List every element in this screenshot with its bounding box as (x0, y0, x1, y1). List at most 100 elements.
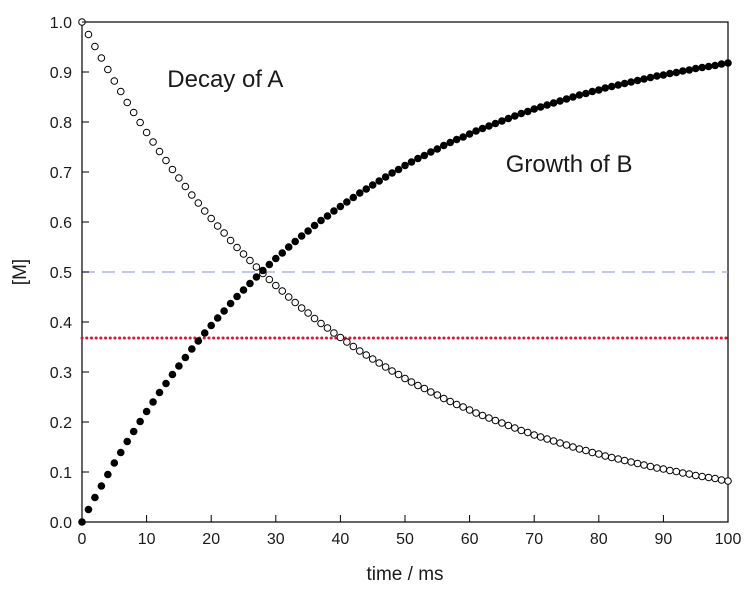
growth-b-point (427, 148, 435, 156)
growth-b-point (465, 130, 474, 138)
growth-b-point (420, 151, 429, 160)
growth-b-point (388, 169, 396, 177)
decay-a-point (498, 419, 506, 427)
decay-a-point (220, 229, 228, 237)
decay-a-point (394, 370, 403, 379)
growth-b-point (265, 260, 274, 269)
growth-b-point (246, 279, 254, 288)
decay-a-point (407, 378, 416, 386)
growth-b-point (472, 127, 480, 135)
y-tick-label: 1.0 (50, 15, 72, 32)
growth-b-point (200, 329, 209, 337)
decay-a-point (439, 394, 448, 403)
decay-a-point (614, 455, 622, 463)
decay-a-point (104, 65, 112, 74)
decay-a-point (517, 426, 526, 435)
decay-a-point (556, 439, 564, 447)
growth-b-point (414, 154, 422, 163)
annotation-growth-of-b: Growth of B (506, 151, 633, 178)
growth-b-point (259, 266, 267, 275)
growth-b-point (272, 254, 280, 263)
y-tick-label: 0.4 (50, 315, 72, 332)
decay-a-point (704, 473, 713, 482)
growth-b-point (640, 75, 648, 83)
decay-a-point (91, 42, 99, 51)
decay-a-point (433, 391, 442, 399)
growth-b-point (595, 86, 603, 94)
growth-b-point (633, 76, 642, 85)
decay-a-point (239, 250, 248, 258)
annotation-decay-of-a: Decay of A (167, 66, 283, 93)
growth-b-point (698, 63, 706, 72)
reference-lines (80, 271, 730, 340)
growth-b-point (233, 292, 241, 301)
growth-b-point (704, 62, 713, 71)
decay-a-point (691, 471, 700, 480)
x-axis-ticks: 0 10 20 30 40 50 60 70 80 90 100 (78, 515, 741, 548)
y-tick-label: 0.9 (50, 65, 72, 82)
decay-a-point (317, 319, 325, 328)
decay-a-point (233, 243, 241, 252)
decay-a-point (562, 441, 571, 449)
decay-a-point (336, 333, 345, 342)
growth-b-point (601, 84, 610, 92)
decay-a-point (511, 424, 519, 432)
growth-b-point (678, 67, 687, 75)
growth-b-point (343, 198, 351, 206)
decay-a-point (633, 459, 642, 468)
growth-b-point (142, 407, 151, 416)
decay-a-point (142, 128, 151, 137)
x-tick-label: 10 (138, 531, 156, 548)
growth-b-point (297, 232, 306, 240)
growth-b-point (162, 379, 170, 388)
growth-b-point (588, 87, 597, 96)
decay-a-point (666, 466, 674, 475)
decay-a-point (323, 324, 332, 332)
y-axis-ticks: 0.0 0.1 0.2 0.3 0.4 0.5 0.6 0.7 0.8 0.9 1.0 (50, 15, 89, 532)
y-tick-label: 0.3 (50, 365, 72, 382)
decay-a-point (97, 54, 106, 62)
growth-b-point (646, 73, 655, 82)
decay-a-point (116, 87, 125, 96)
decay-a-point (698, 472, 706, 481)
growth-b-point (511, 112, 519, 120)
decay-a-point (375, 359, 383, 367)
x-tick-label: 80 (590, 531, 608, 548)
decay-a-point (504, 421, 513, 430)
growth-b-point (116, 448, 125, 457)
decay-a-point (465, 406, 474, 414)
growth-b-point (252, 273, 261, 281)
series-growth-b (78, 59, 732, 526)
growth-b-point (336, 202, 345, 211)
decay-a-point (575, 445, 584, 453)
decay-a-point (265, 275, 274, 284)
x-tick-label: 0 (78, 531, 87, 548)
growth-b-point (562, 95, 571, 103)
growth-b-point (355, 189, 364, 197)
growth-b-point (672, 68, 681, 77)
growth-b-point (181, 353, 190, 362)
decay-a-point (349, 342, 358, 351)
decay-a-point (536, 433, 545, 441)
decay-a-point (304, 309, 312, 317)
growth-b-point (149, 398, 157, 406)
decay-a-point (549, 437, 558, 445)
decay-a-point (601, 452, 610, 460)
decay-a-point (362, 351, 371, 359)
y-tick-label: 0.5 (50, 265, 72, 282)
decay-a-point (149, 138, 157, 146)
decay-a-point (213, 222, 222, 230)
growth-b-point (711, 61, 719, 70)
decay-a-point (717, 476, 726, 484)
growth-b-point (498, 117, 506, 125)
growth-b-point (659, 71, 668, 79)
decay-a-point (136, 118, 144, 127)
growth-b-point (91, 493, 99, 502)
decay-a-point (381, 363, 390, 371)
growth-b-point (666, 69, 674, 78)
decay-a-point (711, 474, 719, 483)
decay-a-point (491, 416, 500, 425)
decay-a-point (478, 411, 487, 420)
growth-b-point (304, 227, 312, 235)
